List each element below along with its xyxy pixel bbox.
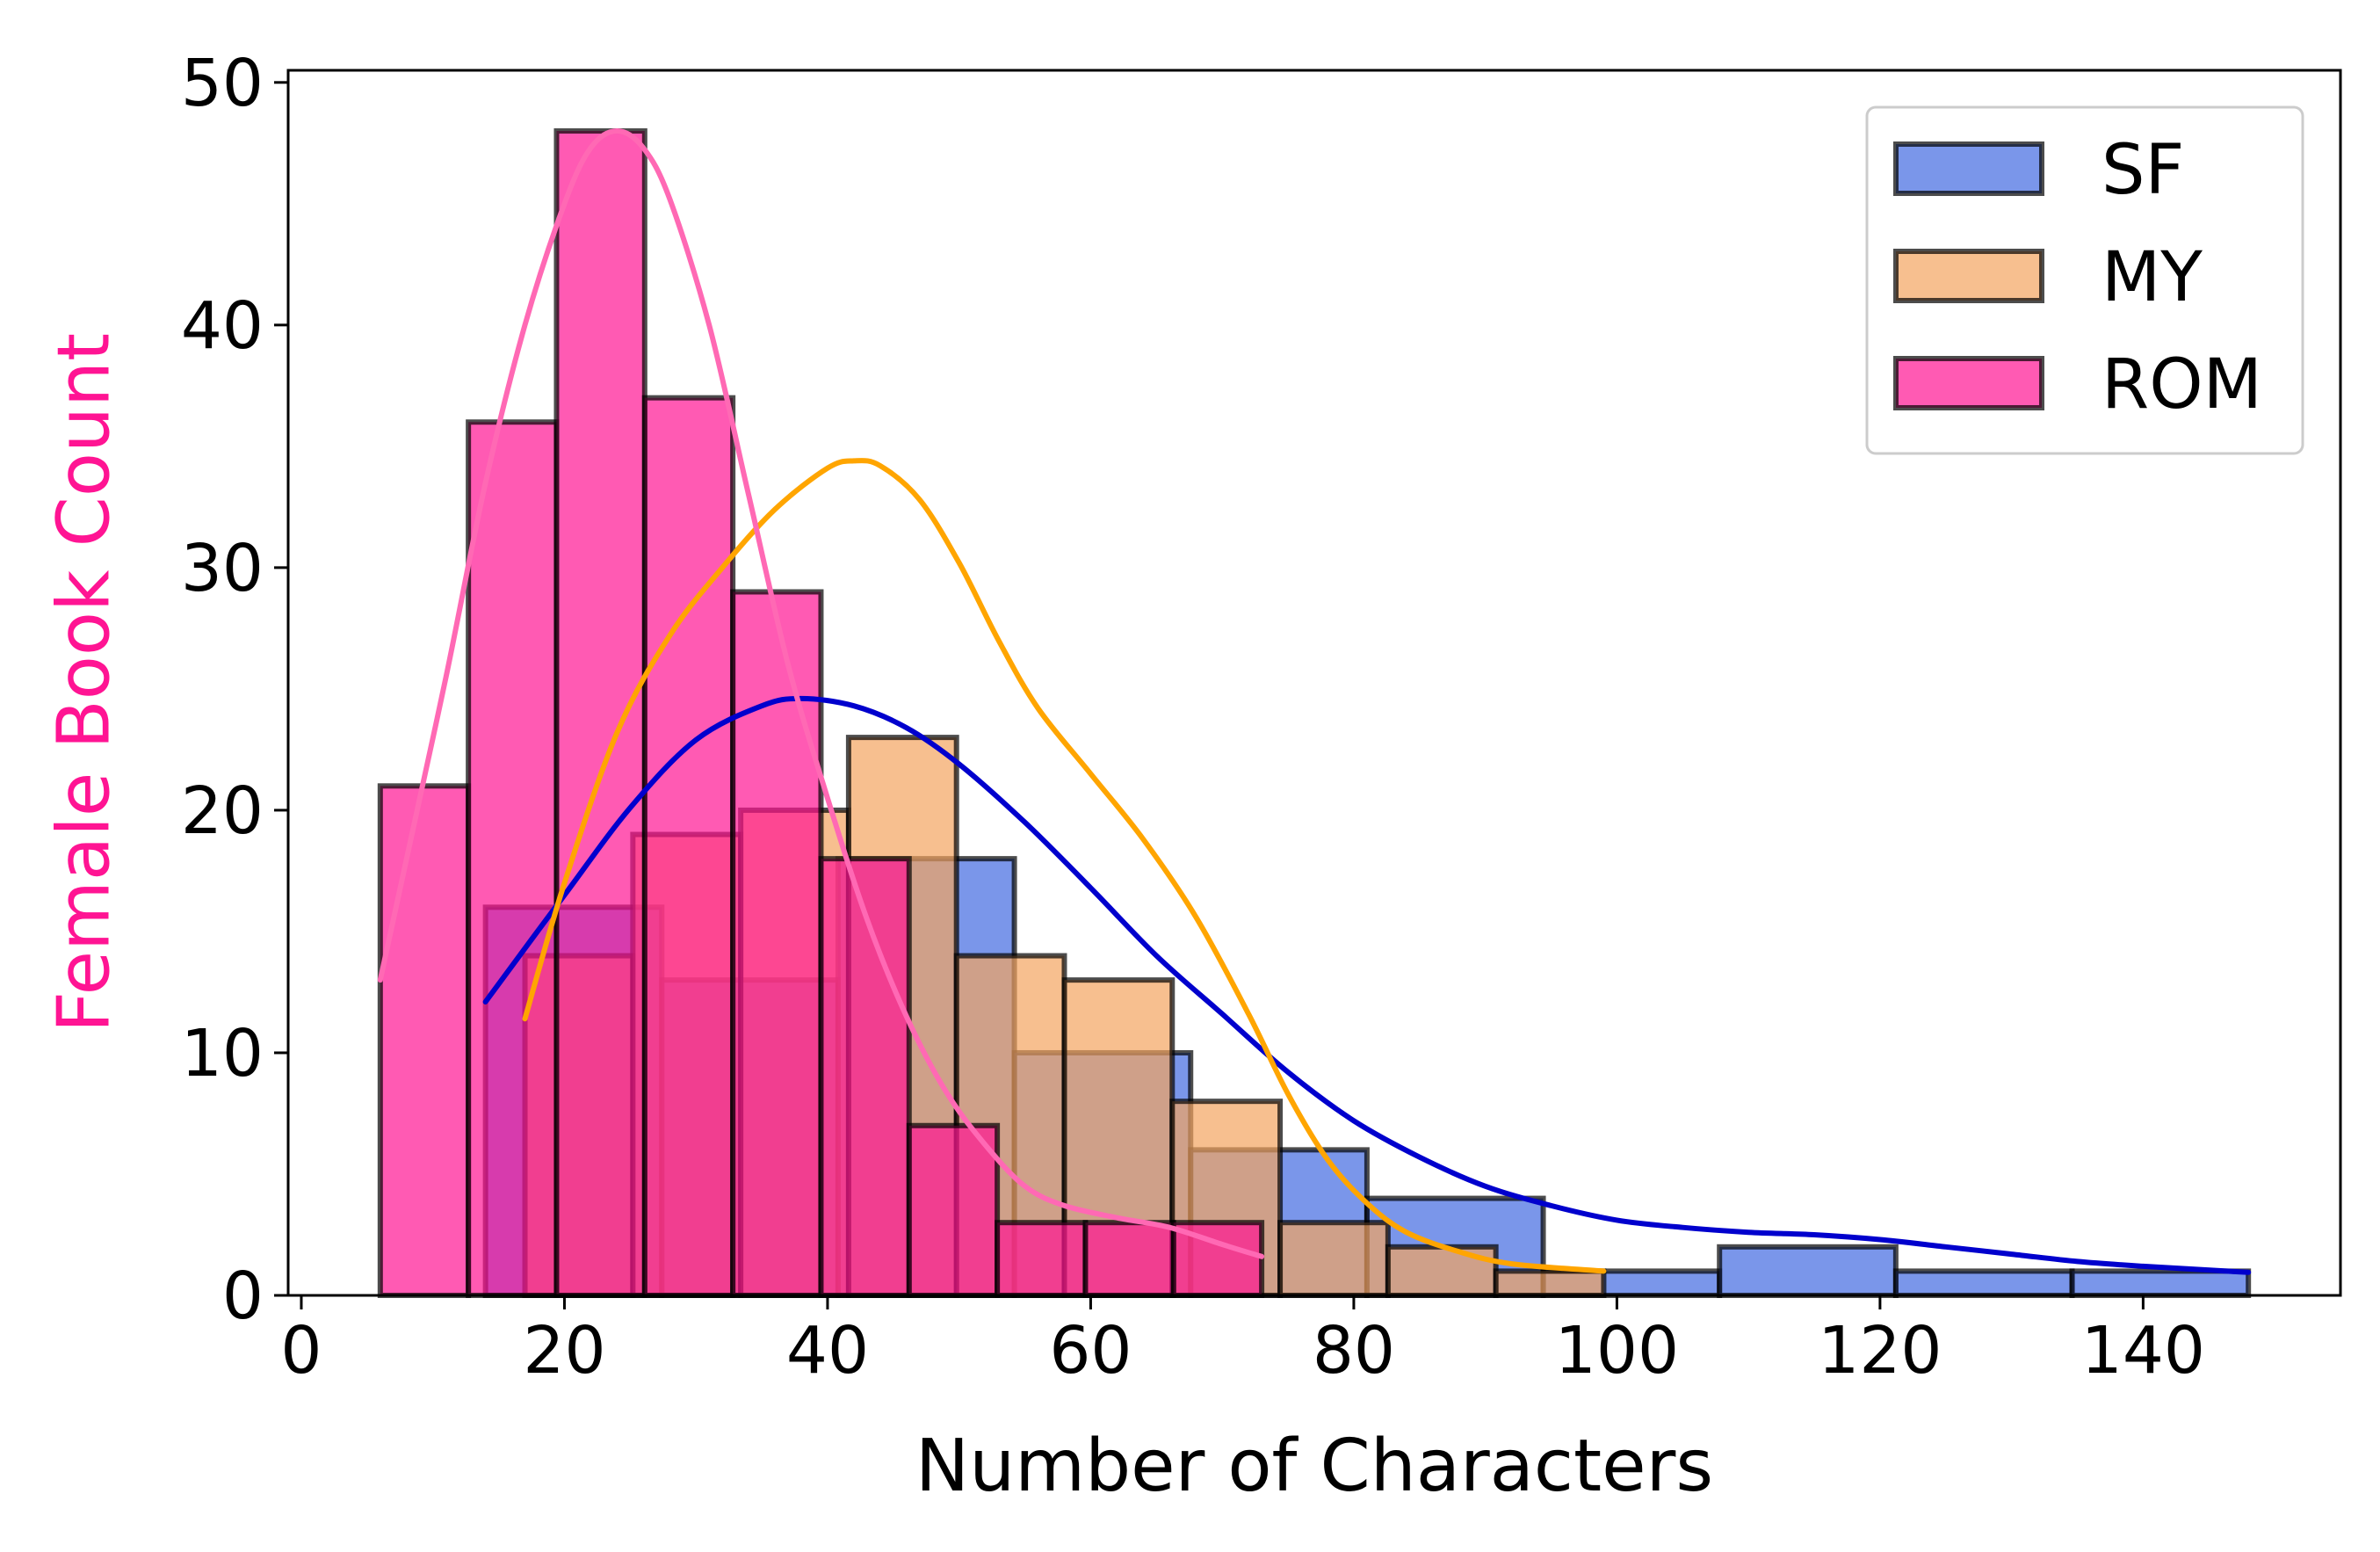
kde-curves [377,128,2252,1275]
my-bar-8 [1277,1220,1391,1298]
sf-bar-10 [2069,1268,2252,1298]
y-tick-label: 50 [181,46,264,121]
x-tick-label: 100 [1555,1313,1679,1389]
x-tick-label: 0 [280,1313,322,1389]
x-axis: 0 20 40 60 80 100 120 140 [280,1295,2205,1389]
rom-bar-3 [553,128,647,1299]
y-tick-label: 0 [222,1258,264,1334]
legend: SF MY ROM [1865,105,2304,455]
sf-bar-8 [1717,1244,1899,1299]
rom-bar-8 [995,1220,1089,1298]
legend-swatch-rom [1893,356,2044,410]
rom-bar-7 [906,1122,1001,1298]
rom-bar-2 [466,419,560,1298]
x-tick-label: 40 [786,1313,869,1389]
y-tick-label: 10 [181,1016,264,1091]
x-tick-label: 140 [2081,1313,2205,1389]
rom-bar-4 [641,395,736,1299]
plot-area-frame [286,69,2342,1297]
legend-label-my: MY [2101,238,2203,317]
my-bar-9 [1385,1244,1499,1299]
sf-bar-9 [1892,1268,2075,1298]
rom-bar-6 [818,856,912,1298]
my-bar-10 [1493,1268,1607,1298]
x-axis-label: Number of Characters [915,1425,1713,1508]
x-tick-label: 120 [1818,1313,1942,1389]
rom-kde-line [377,128,1265,1259]
y-axis-label: Female Book Count [43,333,127,1033]
rom-bars [377,128,1265,1299]
y-tick-label: 20 [181,773,264,849]
x-tick-label: 60 [1049,1313,1132,1389]
y-tick-label: 30 [181,531,264,606]
legend-label-sf: SF [2101,131,2184,210]
sf-kde-line [482,695,2252,1275]
rom-bar-9 [1082,1220,1176,1298]
rom-bar-1 [377,783,472,1298]
legend-swatch-sf [1893,141,2044,196]
x-tick-label: 20 [523,1313,605,1389]
my-kde-line [522,458,1607,1274]
y-axis: 0 10 20 30 40 50 [181,46,288,1334]
y-tick-label: 40 [181,288,264,364]
legend-swatch-my [1893,249,2044,303]
legend-label-rom: ROM [2101,345,2262,424]
x-tick-label: 80 [1313,1313,1395,1389]
histogram-bars [377,128,2252,1299]
